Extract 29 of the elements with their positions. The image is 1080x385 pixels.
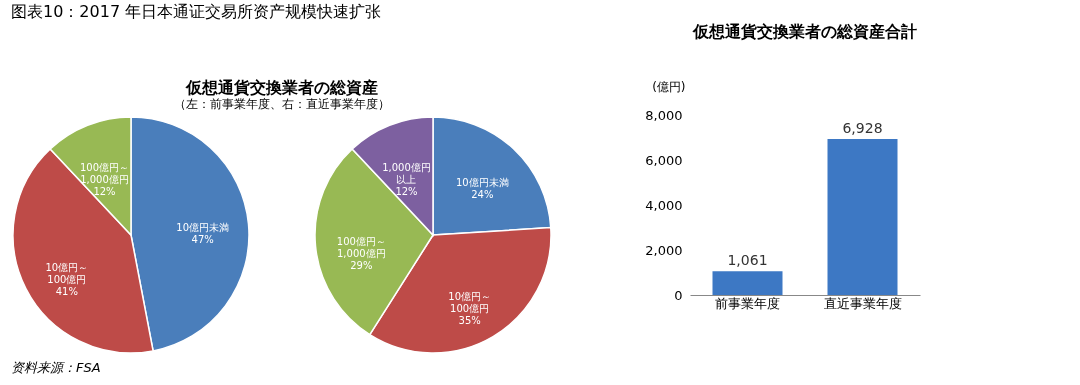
- y-tick-label: 2,000: [645, 242, 683, 258]
- y-tick-label: 6,000: [645, 152, 683, 168]
- slice-label: 1,000億円以上: [382, 162, 431, 186]
- text: 仮想通貨交換業者の総資産: [185, 78, 378, 97]
- chart-title: 仮想通貨交換業者の総資産合計: [692, 22, 917, 41]
- data-label: 47%: [191, 234, 214, 246]
- data-label: 29%: [350, 259, 373, 271]
- x-tick-label: 前事業年度: [715, 295, 780, 311]
- data-label: 12%: [395, 186, 418, 198]
- slice-label: 10億円～100億円: [448, 290, 492, 314]
- x-tick-label: 直近事業年度: [823, 295, 902, 311]
- slice-label: 10億円未満: [176, 222, 230, 234]
- text: （左：前事業年度、右：直近事業年度）: [174, 97, 390, 111]
- data-label: 6,928: [842, 120, 883, 137]
- data-label: 35%: [458, 314, 481, 326]
- y-axis-title: (億円): [652, 79, 686, 94]
- data-label: 12%: [93, 186, 116, 198]
- y-tick-label: 4,000: [645, 197, 683, 213]
- data-label: 41%: [55, 285, 78, 297]
- slice-label: 100億円～1,000億円: [79, 162, 130, 186]
- data-label: 24%: [471, 188, 494, 200]
- data-label: 1,061: [727, 252, 768, 269]
- slice-label: 10億円～100億円: [45, 261, 89, 285]
- text: 资料来源：FSA: [11, 360, 101, 375]
- slice-label: 10億円未満: [455, 176, 509, 188]
- y-tick-label: 0: [674, 287, 683, 303]
- text: 图表10：2017 年日本通证交易所资产规模快速扩张: [11, 2, 382, 21]
- y-tick-label: 8,000: [645, 107, 683, 123]
- slice-label: 100億円～1,000億円: [336, 235, 386, 259]
